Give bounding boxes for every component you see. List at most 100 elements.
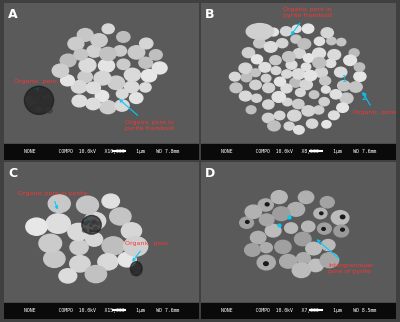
Circle shape bbox=[124, 81, 139, 93]
Ellipse shape bbox=[82, 215, 101, 234]
Circle shape bbox=[265, 224, 281, 237]
Circle shape bbox=[117, 32, 130, 42]
Ellipse shape bbox=[246, 24, 274, 39]
Circle shape bbox=[70, 256, 90, 272]
Circle shape bbox=[28, 102, 33, 106]
Text: Organic  pore: Organic pore bbox=[14, 79, 57, 90]
Circle shape bbox=[327, 37, 336, 45]
Circle shape bbox=[260, 243, 272, 253]
Circle shape bbox=[298, 39, 311, 49]
Circle shape bbox=[262, 113, 274, 123]
Circle shape bbox=[245, 205, 262, 218]
Circle shape bbox=[309, 91, 319, 99]
Circle shape bbox=[115, 100, 129, 111]
Circle shape bbox=[118, 252, 136, 267]
Circle shape bbox=[135, 268, 137, 269]
Circle shape bbox=[340, 93, 353, 104]
Circle shape bbox=[349, 82, 362, 92]
Circle shape bbox=[294, 232, 311, 246]
Circle shape bbox=[302, 106, 315, 116]
Circle shape bbox=[246, 106, 256, 114]
Circle shape bbox=[297, 253, 310, 264]
Circle shape bbox=[90, 224, 92, 227]
Circle shape bbox=[306, 242, 321, 255]
Circle shape bbox=[320, 212, 323, 215]
Circle shape bbox=[274, 77, 286, 86]
Circle shape bbox=[321, 240, 335, 251]
Circle shape bbox=[292, 69, 305, 79]
Circle shape bbox=[283, 98, 292, 106]
Circle shape bbox=[320, 253, 339, 268]
Circle shape bbox=[264, 42, 277, 52]
Circle shape bbox=[302, 24, 314, 33]
Circle shape bbox=[254, 39, 265, 48]
Circle shape bbox=[298, 191, 314, 204]
Text: 1: 1 bbox=[342, 74, 347, 83]
Text: 2: 2 bbox=[361, 93, 366, 102]
Circle shape bbox=[86, 232, 103, 246]
Circle shape bbox=[293, 49, 305, 58]
Circle shape bbox=[242, 48, 255, 58]
Circle shape bbox=[354, 71, 366, 81]
Circle shape bbox=[138, 272, 141, 274]
Circle shape bbox=[46, 214, 70, 233]
Text: Intergrannular
pore of pyrite: Intergrannular pore of pyrite bbox=[317, 240, 374, 274]
Circle shape bbox=[132, 273, 135, 275]
Circle shape bbox=[72, 95, 87, 107]
Circle shape bbox=[121, 223, 142, 239]
Circle shape bbox=[294, 126, 304, 134]
Circle shape bbox=[124, 68, 140, 81]
Circle shape bbox=[286, 61, 297, 69]
Circle shape bbox=[300, 80, 312, 90]
Circle shape bbox=[77, 29, 93, 41]
Circle shape bbox=[275, 240, 291, 253]
Circle shape bbox=[272, 92, 285, 102]
Circle shape bbox=[304, 71, 317, 80]
Circle shape bbox=[46, 108, 52, 113]
Text: Organic  pore: Organic pore bbox=[353, 93, 396, 115]
Ellipse shape bbox=[24, 86, 54, 114]
Circle shape bbox=[37, 108, 41, 112]
Circle shape bbox=[288, 110, 301, 121]
Circle shape bbox=[277, 39, 288, 48]
Circle shape bbox=[32, 100, 37, 104]
Circle shape bbox=[94, 227, 98, 231]
Circle shape bbox=[91, 34, 107, 47]
Text: NONE        COMPO  10.0kV   X7,000     1μm    WD 8.5mm: NONE COMPO 10.0kV X7,000 1μm WD 8.5mm bbox=[221, 308, 376, 313]
Circle shape bbox=[239, 63, 252, 73]
Circle shape bbox=[296, 89, 305, 96]
Circle shape bbox=[246, 221, 249, 223]
Circle shape bbox=[330, 90, 342, 99]
Circle shape bbox=[52, 64, 68, 77]
Circle shape bbox=[314, 208, 327, 219]
Circle shape bbox=[239, 91, 252, 101]
Circle shape bbox=[152, 62, 167, 74]
Circle shape bbox=[334, 225, 348, 237]
Circle shape bbox=[60, 54, 76, 67]
Bar bbox=[202, 303, 396, 319]
Circle shape bbox=[79, 58, 96, 72]
Circle shape bbox=[61, 75, 74, 86]
Circle shape bbox=[313, 48, 326, 59]
Text: A: A bbox=[8, 8, 18, 21]
Circle shape bbox=[314, 106, 324, 114]
Circle shape bbox=[42, 97, 46, 99]
Circle shape bbox=[259, 31, 269, 39]
Circle shape bbox=[140, 38, 153, 49]
Circle shape bbox=[102, 24, 114, 34]
Circle shape bbox=[321, 28, 333, 38]
Circle shape bbox=[59, 269, 77, 283]
Circle shape bbox=[306, 119, 318, 128]
Circle shape bbox=[337, 103, 348, 112]
Circle shape bbox=[292, 25, 301, 32]
Circle shape bbox=[338, 81, 350, 90]
Circle shape bbox=[304, 54, 314, 62]
Circle shape bbox=[271, 191, 287, 204]
Circle shape bbox=[78, 71, 92, 83]
Circle shape bbox=[100, 47, 116, 61]
Circle shape bbox=[48, 195, 70, 213]
Circle shape bbox=[281, 84, 292, 93]
Circle shape bbox=[314, 37, 324, 45]
Circle shape bbox=[251, 69, 260, 77]
Circle shape bbox=[341, 228, 344, 231]
